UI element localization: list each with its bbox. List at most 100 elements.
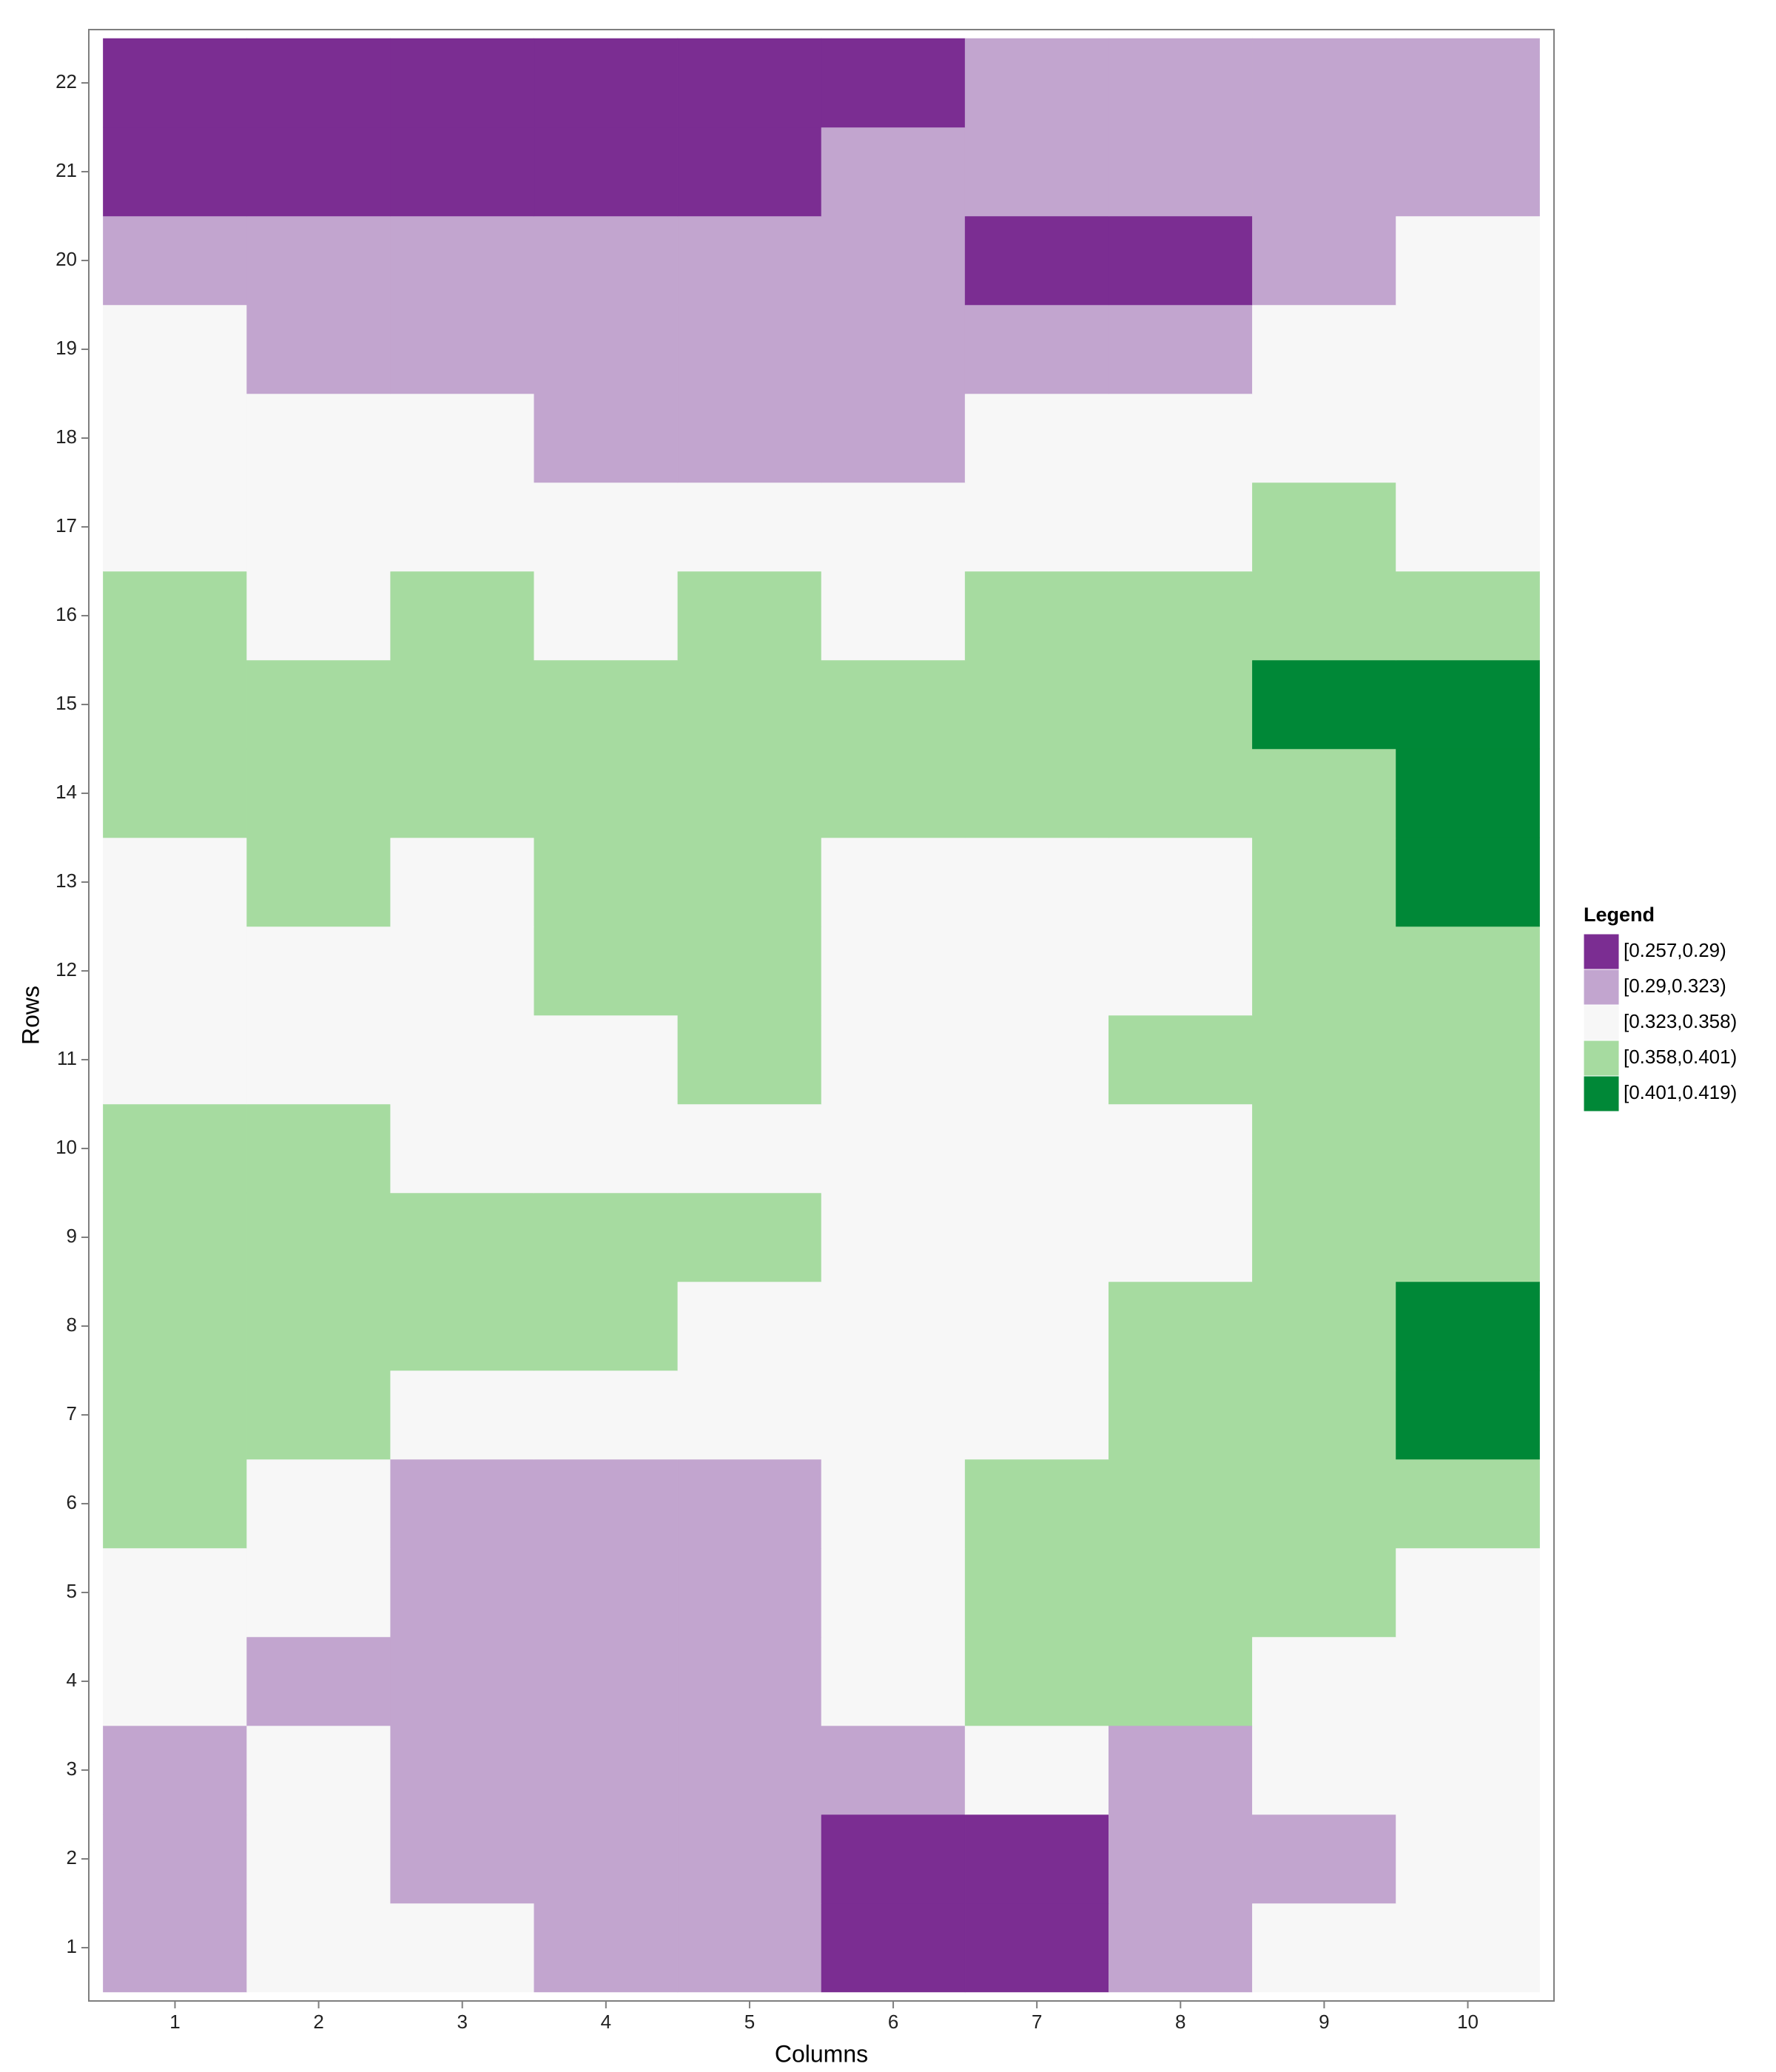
heatmap-cell <box>821 393 966 483</box>
heatmap-cell <box>677 748 822 838</box>
heatmap-cell <box>1252 1903 1396 1993</box>
heatmap-cell <box>390 1547 535 1638</box>
heatmap-cell <box>677 127 822 217</box>
heatmap-cell <box>390 748 535 838</box>
heatmap-cell <box>1108 1814 1253 1904</box>
heatmap-cell <box>1252 1103 1396 1194</box>
heatmap-cell <box>103 38 247 128</box>
heatmap-cell <box>1396 1370 1540 1460</box>
heatmap-cell <box>246 482 391 572</box>
heatmap-cell <box>677 482 822 572</box>
heatmap-cell <box>534 304 679 394</box>
heatmap-cell <box>677 1281 822 1371</box>
heatmap-cell <box>103 304 247 394</box>
heatmap-cell <box>390 1015 535 1105</box>
heatmap-cell <box>1252 1370 1396 1460</box>
heatmap-cell <box>1252 127 1396 217</box>
heatmap-cell <box>103 1725 247 1815</box>
x-axis-title: Columns <box>775 2040 868 2067</box>
heatmap-cell <box>821 215 966 306</box>
heatmap-cell <box>1252 1192 1396 1282</box>
heatmap-cell <box>821 127 966 217</box>
heatmap-cell <box>677 926 822 1016</box>
heatmap-cell <box>246 1281 391 1371</box>
y-tick-label: 18 <box>56 426 77 448</box>
y-tick-label: 16 <box>56 603 77 625</box>
heatmap-cell <box>677 1103 822 1194</box>
heatmap-cell <box>390 1636 535 1726</box>
heatmap-cell <box>677 1015 822 1105</box>
heatmap-cell <box>964 304 1109 394</box>
heatmap-cell <box>1252 393 1396 483</box>
heatmap-cell <box>534 482 679 572</box>
y-tick-label: 9 <box>67 1225 77 1247</box>
heatmap-cell <box>1252 659 1396 750</box>
heatmap-cell <box>1108 1636 1253 1726</box>
heatmap-cell <box>534 127 679 217</box>
heatmap-cell <box>246 748 391 838</box>
heatmap-cell <box>1108 926 1253 1016</box>
y-tick-label: 11 <box>57 1047 77 1069</box>
heatmap-cell <box>677 837 822 927</box>
heatmap-cell <box>534 926 679 1016</box>
heatmap-cell <box>964 1814 1109 1904</box>
heatmap-cell <box>534 393 679 483</box>
heatmap-cell <box>677 1636 822 1726</box>
heatmap-cell <box>390 304 535 394</box>
y-tick-label: 1 <box>67 1935 77 1957</box>
heatmap-cell <box>677 659 822 750</box>
heatmap-cell <box>1252 837 1396 927</box>
heatmap-cell <box>677 38 822 128</box>
heatmap-cell <box>1252 1636 1396 1726</box>
heatmap-cell <box>677 1547 822 1638</box>
heatmap-cell <box>103 1192 247 1282</box>
x-tick-label: 3 <box>457 2011 467 2033</box>
y-tick-label: 2 <box>67 1846 77 1868</box>
heatmap-cell <box>246 304 391 394</box>
heatmap-cell <box>677 571 822 661</box>
heatmap-cell <box>1396 571 1540 661</box>
y-tick-label: 10 <box>56 1136 77 1158</box>
heatmap-cell <box>821 482 966 572</box>
heatmap-cell <box>534 1459 679 1549</box>
heatmap-cell <box>964 1459 1109 1549</box>
heatmap-cell <box>964 1903 1109 1993</box>
heatmap-cell <box>534 215 679 306</box>
legend-key <box>1583 1004 1620 1041</box>
legend-title: Legend <box>1584 904 1655 926</box>
y-tick-label: 7 <box>67 1402 77 1424</box>
heatmap-cell <box>1396 304 1540 394</box>
heatmap-cell <box>103 1814 247 1904</box>
heatmap-cell <box>964 1192 1109 1282</box>
y-tick-label: 3 <box>67 1758 77 1780</box>
heatmap-cell <box>821 304 966 394</box>
heatmap-cell <box>821 1903 966 1993</box>
y-tick-label: 8 <box>67 1314 77 1336</box>
heatmap-cell <box>821 748 966 838</box>
heatmap-cell <box>821 1015 966 1105</box>
heatmap-cell <box>1108 1903 1253 1993</box>
heatmap-cell <box>246 1192 391 1282</box>
legend-key <box>1583 933 1620 970</box>
heatmap-cell <box>677 215 822 306</box>
heatmap-cell <box>103 1459 247 1549</box>
heatmap-cell <box>964 1103 1109 1194</box>
heatmap-cell <box>1396 393 1540 483</box>
heatmap-cell <box>246 659 391 750</box>
heatmap-cell <box>390 1725 535 1815</box>
heatmap-cell <box>964 1547 1109 1638</box>
heatmap-cell <box>246 215 391 306</box>
heatmap-cell <box>821 571 966 661</box>
heatmap-cell <box>1252 482 1396 572</box>
heatmap-cell <box>103 837 247 927</box>
heatmap-cell <box>821 1459 966 1549</box>
legend-label: [0.257,0.29) <box>1624 939 1726 961</box>
heatmap-cell <box>534 1814 679 1904</box>
heatmap-cell <box>246 1015 391 1105</box>
heatmap-cell <box>1108 1192 1253 1282</box>
heatmap-cell <box>964 393 1109 483</box>
legend-label: [0.358,0.401) <box>1624 1046 1737 1068</box>
heatmap-cell <box>964 38 1109 128</box>
heatmap-cell <box>534 571 679 661</box>
heatmap-cell <box>1396 38 1540 128</box>
